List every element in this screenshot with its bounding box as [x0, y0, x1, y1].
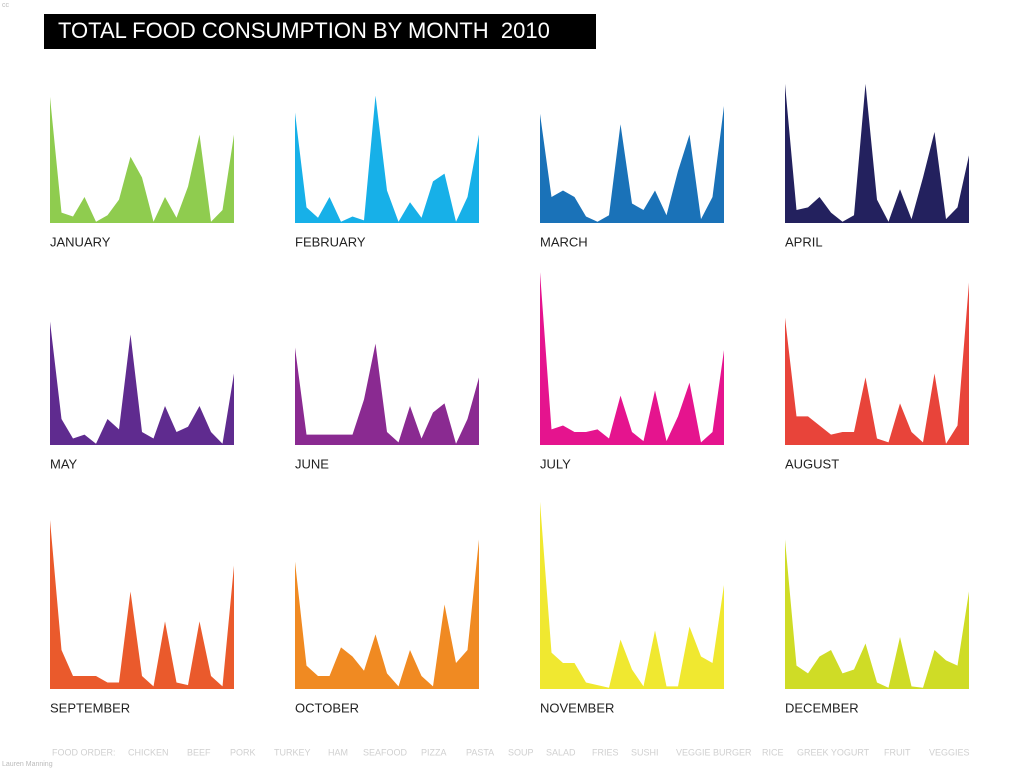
credit: Lauren Manning — [2, 761, 53, 768]
food-item: VEGGIES — [929, 747, 970, 757]
license: cc — [2, 2, 10, 9]
month-label: JANUARY — [50, 234, 111, 249]
month-label: MARCH — [540, 234, 588, 249]
food-item: CHICKEN — [128, 747, 169, 757]
food-item: TURKEY — [274, 747, 311, 757]
area — [295, 539, 479, 689]
food-item: SUSHI — [631, 747, 659, 757]
food-item: VEGGIE BURGER — [676, 747, 752, 757]
food-item: SOUP — [508, 747, 534, 757]
area — [785, 282, 969, 445]
month-label: NOVEMBER — [540, 700, 614, 715]
month-label: SEPTEMBER — [50, 700, 130, 715]
food-item: RICE — [762, 747, 784, 757]
area — [50, 96, 234, 223]
food-item: HAM — [328, 747, 348, 757]
area — [540, 272, 724, 445]
month-label: JUNE — [295, 456, 329, 471]
food-order-label: FOOD ORDER: — [52, 747, 116, 757]
food-item: FRUIT — [884, 747, 911, 757]
area — [785, 539, 969, 689]
month-label: FEBRUARY — [295, 234, 366, 249]
area — [50, 321, 234, 445]
area — [295, 95, 479, 223]
area — [785, 83, 969, 224]
area — [50, 520, 234, 689]
area — [540, 501, 724, 689]
month-label: DECEMBER — [785, 700, 859, 715]
month-label: JULY — [540, 456, 571, 471]
food-item: BEEF — [187, 747, 211, 757]
food-item: PORK — [230, 747, 256, 757]
month-label: OCTOBER — [295, 700, 359, 715]
area — [295, 343, 479, 445]
title-box — [44, 14, 596, 49]
food-item: SEAFOOD — [363, 747, 408, 757]
food-item: GREEK YOGURT — [797, 747, 870, 757]
month-label: MAY — [50, 456, 78, 471]
food-item: FRIES — [592, 747, 619, 757]
food-item: PIZZA — [421, 747, 447, 757]
area — [540, 106, 724, 223]
food-item: PASTA — [466, 747, 494, 757]
month-label: APRIL — [785, 234, 823, 249]
food-item: SALAD — [546, 747, 576, 757]
month-label: AUGUST — [785, 456, 839, 471]
chart-title: TOTAL FOOD CONSUMPTION BY MONTH 2010 — [58, 18, 550, 43]
